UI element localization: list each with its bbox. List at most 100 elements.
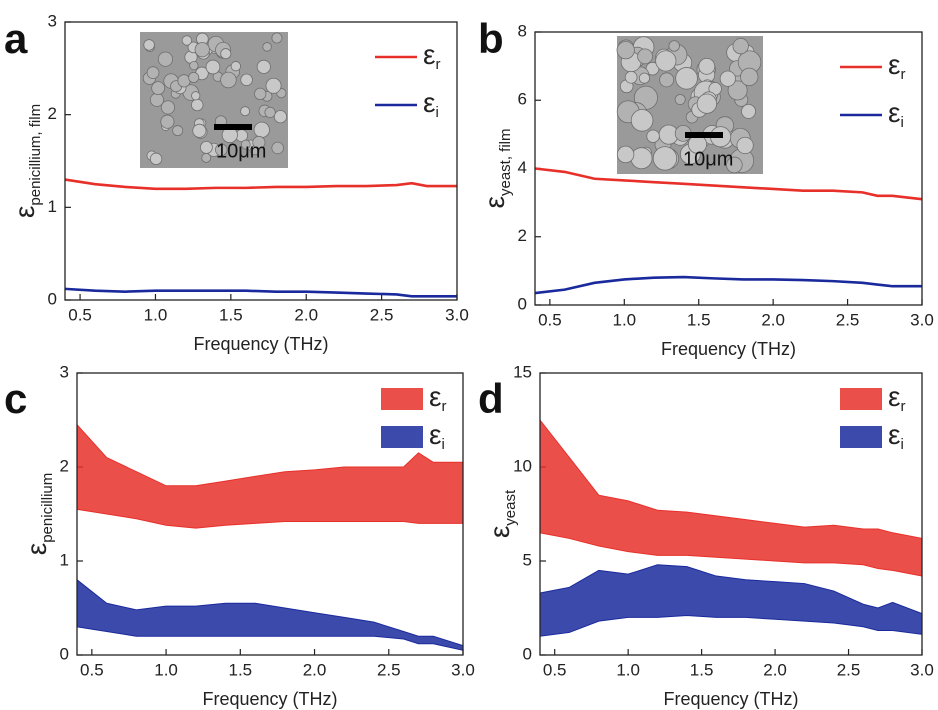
inset-grain <box>240 139 251 150</box>
y-tick-label: 0 <box>60 644 69 663</box>
legend-symbol: ε <box>888 419 900 450</box>
legend-label: εr <box>429 381 446 415</box>
inset-grain <box>240 106 251 117</box>
panel-letter: a <box>4 15 28 62</box>
inset-grain <box>256 59 271 74</box>
y-axis-symbol: ε <box>9 206 40 218</box>
y-tick-label: 5 <box>523 550 532 569</box>
inset-grain <box>143 39 155 51</box>
y-tick-label: 6 <box>518 90 527 109</box>
legend-swatch <box>381 388 423 410</box>
inset-grain <box>253 121 270 138</box>
inset-grain <box>696 93 717 114</box>
scale-bar <box>685 132 723 138</box>
inset-grain <box>240 73 253 87</box>
inset-grain <box>668 40 680 52</box>
line <box>534 275 922 295</box>
scale-bar <box>214 124 252 130</box>
legend-subscript: i <box>900 436 903 453</box>
y-axis-symbol: ε <box>21 543 52 555</box>
y-tick-label: 10 <box>513 456 532 475</box>
inset-grain <box>215 143 228 156</box>
inset-grain <box>638 72 650 84</box>
inset-grain <box>191 91 201 101</box>
y-axis-label: εpenicillium <box>21 473 56 556</box>
legend-subscript: r <box>435 56 440 73</box>
legend-subscript: i <box>441 436 444 453</box>
x-tick-label: 2.5 <box>370 305 394 324</box>
inset-grain <box>646 129 660 143</box>
inset-grain <box>652 146 678 171</box>
inset-grain <box>181 35 193 46</box>
y-tick-label: 2 <box>518 226 527 245</box>
inset-grain <box>630 147 653 170</box>
inset-grain <box>172 125 184 137</box>
inset-grain <box>630 109 654 132</box>
legend-swatch <box>381 426 423 448</box>
inset-grain <box>637 48 653 65</box>
x-tick-label: 2.0 <box>294 305 318 324</box>
legend-swatch <box>840 388 882 410</box>
x-tick-label: 0.5 <box>80 660 104 679</box>
x-tick-label: 3.0 <box>445 305 469 324</box>
y-tick-label: 2 <box>60 456 69 475</box>
x-tick-label: 2.5 <box>837 660 861 679</box>
panel-letter: b <box>478 15 504 62</box>
y-tick-label: 1 <box>60 550 69 569</box>
inset-grain <box>191 98 204 112</box>
x-tick-label: 1.5 <box>228 660 252 679</box>
y-tick-label: 3 <box>60 362 69 381</box>
legend-swatch <box>840 426 882 448</box>
legend-symbol: ε <box>888 97 900 128</box>
inset-grain <box>726 156 743 174</box>
x-tick-label: 0.5 <box>538 310 562 329</box>
line <box>64 287 457 298</box>
plot-frame <box>534 31 923 306</box>
inset-grain <box>616 145 635 164</box>
y-tick-label: 8 <box>518 21 527 40</box>
x-tick-label: 1.5 <box>687 310 711 329</box>
legend-symbol: ε <box>429 419 441 450</box>
inset-grain <box>273 110 288 124</box>
x-tick-label: 2.0 <box>761 310 785 329</box>
plot-frame <box>76 372 464 656</box>
line <box>534 167 923 201</box>
inset-grain <box>271 32 283 44</box>
inset-grain <box>230 61 241 72</box>
x-axis-label: Frequency (THz) <box>661 339 796 359</box>
inset-grain <box>698 57 716 75</box>
inset-grain <box>160 114 175 129</box>
y-tick-label: 0 <box>48 289 57 308</box>
y-tick-label: 0 <box>518 294 527 313</box>
inset-grain <box>655 50 677 72</box>
inset-grain <box>624 70 638 84</box>
inset-grain <box>194 42 210 58</box>
x-tick-label: 1.0 <box>144 305 168 324</box>
inset-grain <box>205 59 221 75</box>
legend-subscript: i <box>900 114 903 131</box>
x-axis-label: Frequency (THz) <box>663 689 798 709</box>
plot-frame <box>539 372 923 656</box>
legend-label: εr <box>888 381 905 415</box>
legend-label: εi <box>429 419 445 453</box>
x-tick-label: 2.0 <box>303 660 327 679</box>
x-tick-label: 2.0 <box>763 660 787 679</box>
y-axis-subscript: penicillium <box>39 473 56 543</box>
inset-grain <box>262 42 272 52</box>
legend-symbol: ε <box>429 381 441 412</box>
inset-grain <box>160 100 176 115</box>
y-axis-label: εpenicillium, film <box>9 104 44 218</box>
panel-letter: d <box>478 375 504 422</box>
inset-grain <box>265 77 282 94</box>
inset-grain <box>189 60 199 71</box>
inset-grain <box>616 41 635 60</box>
y-tick-label: 2 <box>48 104 57 123</box>
inset-label: 10μm <box>683 148 733 170</box>
x-axis-label: Frequency (THz) <box>193 334 328 354</box>
y-axis-label: εyeast <box>484 489 519 538</box>
line <box>64 178 457 191</box>
legend-subscript: r <box>900 66 905 83</box>
inset-grain <box>732 37 749 55</box>
legend-symbol: ε <box>888 49 900 80</box>
legend-label: εi <box>423 87 439 121</box>
